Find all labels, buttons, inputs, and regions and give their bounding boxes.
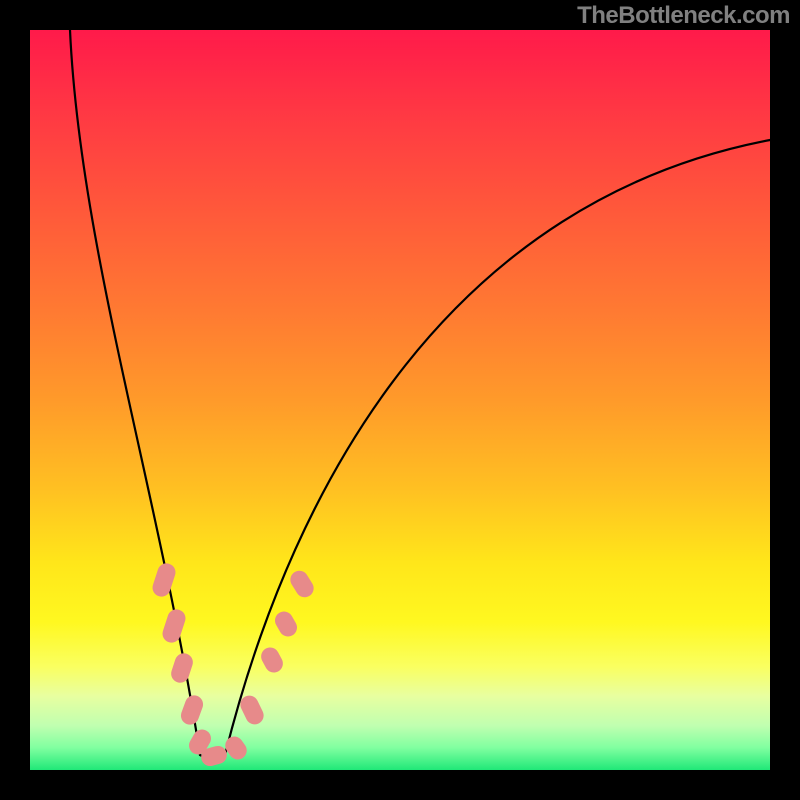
chart-frame: TheBottleneck.com xyxy=(0,0,800,800)
bottleneck-chart xyxy=(0,0,800,800)
watermark-text: TheBottleneck.com xyxy=(577,2,790,30)
gradient-background xyxy=(30,30,770,770)
